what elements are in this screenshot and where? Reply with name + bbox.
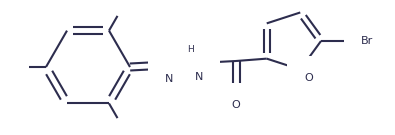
Text: O: O (231, 100, 241, 110)
Text: H: H (186, 45, 194, 53)
Text: N: N (195, 72, 203, 82)
Text: Br: Br (361, 36, 373, 46)
Text: O: O (304, 72, 313, 82)
Text: N: N (165, 74, 173, 84)
